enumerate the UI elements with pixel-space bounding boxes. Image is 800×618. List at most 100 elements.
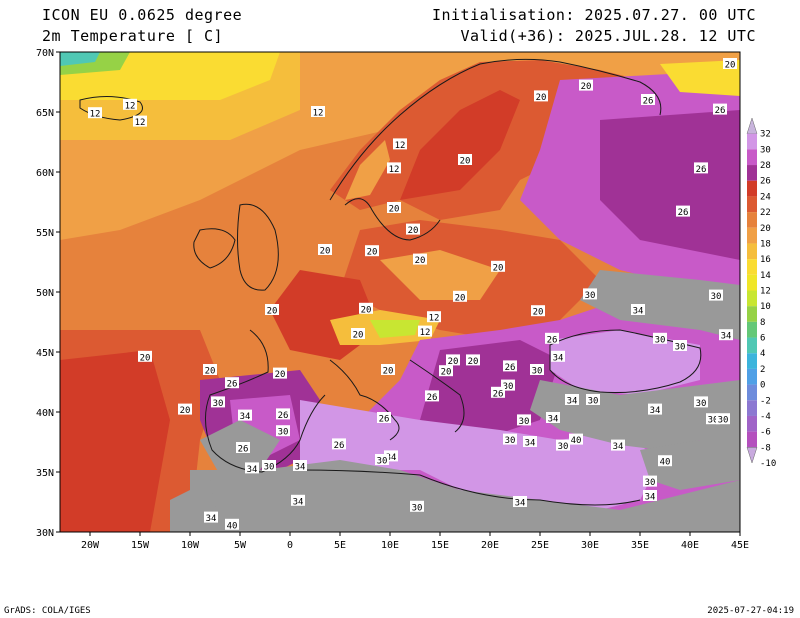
contour-label-box bbox=[706, 413, 720, 425]
contour-label: 30 bbox=[412, 503, 423, 513]
lon-label: 5W bbox=[234, 540, 247, 551]
lon-label: 0 bbox=[287, 540, 293, 551]
colorbar-cell bbox=[747, 353, 757, 369]
contour-label-box bbox=[653, 332, 667, 344]
contour-label: 26 bbox=[505, 363, 516, 373]
contour-label: 34 bbox=[548, 415, 559, 425]
contour-label: 30 bbox=[503, 382, 514, 392]
colorbar-label: -4 bbox=[760, 412, 771, 422]
lon-label: 10E bbox=[381, 540, 399, 551]
render-timestamp: 2025-07-27-04:19 bbox=[707, 606, 794, 616]
contour-label-box bbox=[318, 244, 332, 255]
colorbar-label: 16 bbox=[760, 255, 771, 265]
contour-label-box bbox=[365, 245, 379, 257]
colorbar-cell bbox=[747, 306, 757, 322]
contour-label-box bbox=[709, 289, 723, 301]
colorbar-cell bbox=[747, 384, 757, 401]
contour-label: 34 bbox=[240, 412, 251, 422]
contour-label: 26 bbox=[238, 445, 249, 455]
lon-label: 25E bbox=[531, 540, 549, 551]
contour-label-box bbox=[676, 205, 690, 217]
colorbar-cell bbox=[747, 431, 757, 448]
lon-label: 15W bbox=[131, 540, 150, 551]
lat-label: 30N bbox=[36, 528, 54, 539]
lon-label: 40E bbox=[681, 540, 699, 551]
contour-label-box bbox=[311, 106, 325, 117]
lon-label: 15E bbox=[431, 540, 449, 551]
contour-label-box bbox=[381, 364, 395, 375]
contour-label: 20 bbox=[180, 406, 191, 416]
contour-label-box bbox=[276, 425, 290, 437]
contour-label-box bbox=[673, 340, 687, 351]
colorbar-cell bbox=[747, 415, 757, 432]
contour-label: 30 bbox=[377, 457, 388, 467]
contour-label: 20 bbox=[353, 331, 364, 341]
contour-label: 20 bbox=[441, 368, 452, 378]
contour-label-box bbox=[565, 394, 579, 405]
contour-label-box bbox=[716, 413, 730, 425]
contour-label: 26 bbox=[278, 411, 289, 421]
colorbar-label: 2 bbox=[760, 365, 765, 375]
variable-title: 2m Temperature [ C] bbox=[42, 27, 224, 45]
contour-label: 30 bbox=[278, 428, 289, 438]
lat-label: 70N bbox=[36, 48, 54, 59]
colorbar-cell bbox=[747, 259, 757, 275]
contour-label-box bbox=[643, 475, 657, 487]
lat-label: 55N bbox=[36, 228, 54, 239]
contour-label: 26 bbox=[696, 165, 707, 175]
contour-label-box bbox=[713, 103, 727, 115]
contour-label-box bbox=[262, 460, 276, 471]
contour-label-box bbox=[694, 396, 708, 408]
contour-label: 40 bbox=[571, 436, 582, 446]
colorbar-cell bbox=[746, 117, 758, 134]
contour-label-box bbox=[236, 442, 250, 453]
contour-label: 30 bbox=[519, 417, 530, 427]
contour-label-box bbox=[551, 350, 565, 362]
contour-label: 34 bbox=[721, 332, 732, 342]
contour-label: 30 bbox=[708, 416, 719, 426]
colorbar-cell bbox=[747, 133, 757, 150]
colorbar-label: 30 bbox=[760, 145, 771, 155]
colorbar-cell bbox=[746, 447, 758, 464]
contour-label-box bbox=[611, 439, 625, 451]
lat-label: 65N bbox=[36, 108, 54, 119]
contour-label: 34 bbox=[295, 463, 306, 473]
contour-label-box bbox=[446, 354, 460, 366]
colorbar-cell bbox=[747, 196, 757, 213]
contour-label-box bbox=[238, 409, 252, 421]
colorbar-label: 6 bbox=[760, 334, 765, 344]
contour-label: 40 bbox=[660, 458, 671, 468]
contour-label: 12 bbox=[313, 109, 324, 119]
contour-label-box bbox=[413, 253, 427, 265]
contour-label: 34 bbox=[567, 397, 578, 407]
lon-label: 20E bbox=[481, 540, 499, 551]
contour-label-box bbox=[439, 365, 453, 377]
contour-label: 30 bbox=[213, 399, 224, 409]
contour-label-box bbox=[466, 354, 480, 366]
contour-label-box bbox=[384, 450, 398, 462]
contour-label-box bbox=[513, 496, 527, 507]
contour-label: 20 bbox=[408, 226, 419, 236]
contour-label-box bbox=[458, 154, 472, 165]
latitude-axis: 70N 65N 60N 55N 50N 45N 40N 35N 30N bbox=[36, 48, 60, 539]
contour-label-box bbox=[211, 396, 225, 408]
contour-label: 20 bbox=[140, 353, 151, 363]
contour-label: 20 bbox=[361, 305, 372, 315]
contour-label-box bbox=[427, 311, 441, 323]
contour-label: 20 bbox=[367, 248, 378, 258]
contour-label: 34 bbox=[206, 514, 217, 524]
contour-label-box bbox=[491, 386, 505, 398]
lon-label: 5E bbox=[334, 540, 346, 551]
init-time: Initialisation: 2025.07.27. 00 UTC bbox=[431, 6, 756, 24]
contour-label-box bbox=[523, 436, 537, 447]
contour-label: 30 bbox=[711, 292, 722, 302]
contour-label: 34 bbox=[633, 307, 644, 317]
colorbar-label: 32 bbox=[760, 130, 771, 140]
contour-label-box bbox=[583, 288, 597, 300]
colorbar-cell bbox=[747, 212, 757, 228]
contour-label: 12 bbox=[125, 101, 136, 111]
contour-label-box bbox=[204, 511, 218, 523]
colorbar-label: 28 bbox=[760, 161, 771, 171]
colorbar-cell bbox=[747, 165, 757, 181]
